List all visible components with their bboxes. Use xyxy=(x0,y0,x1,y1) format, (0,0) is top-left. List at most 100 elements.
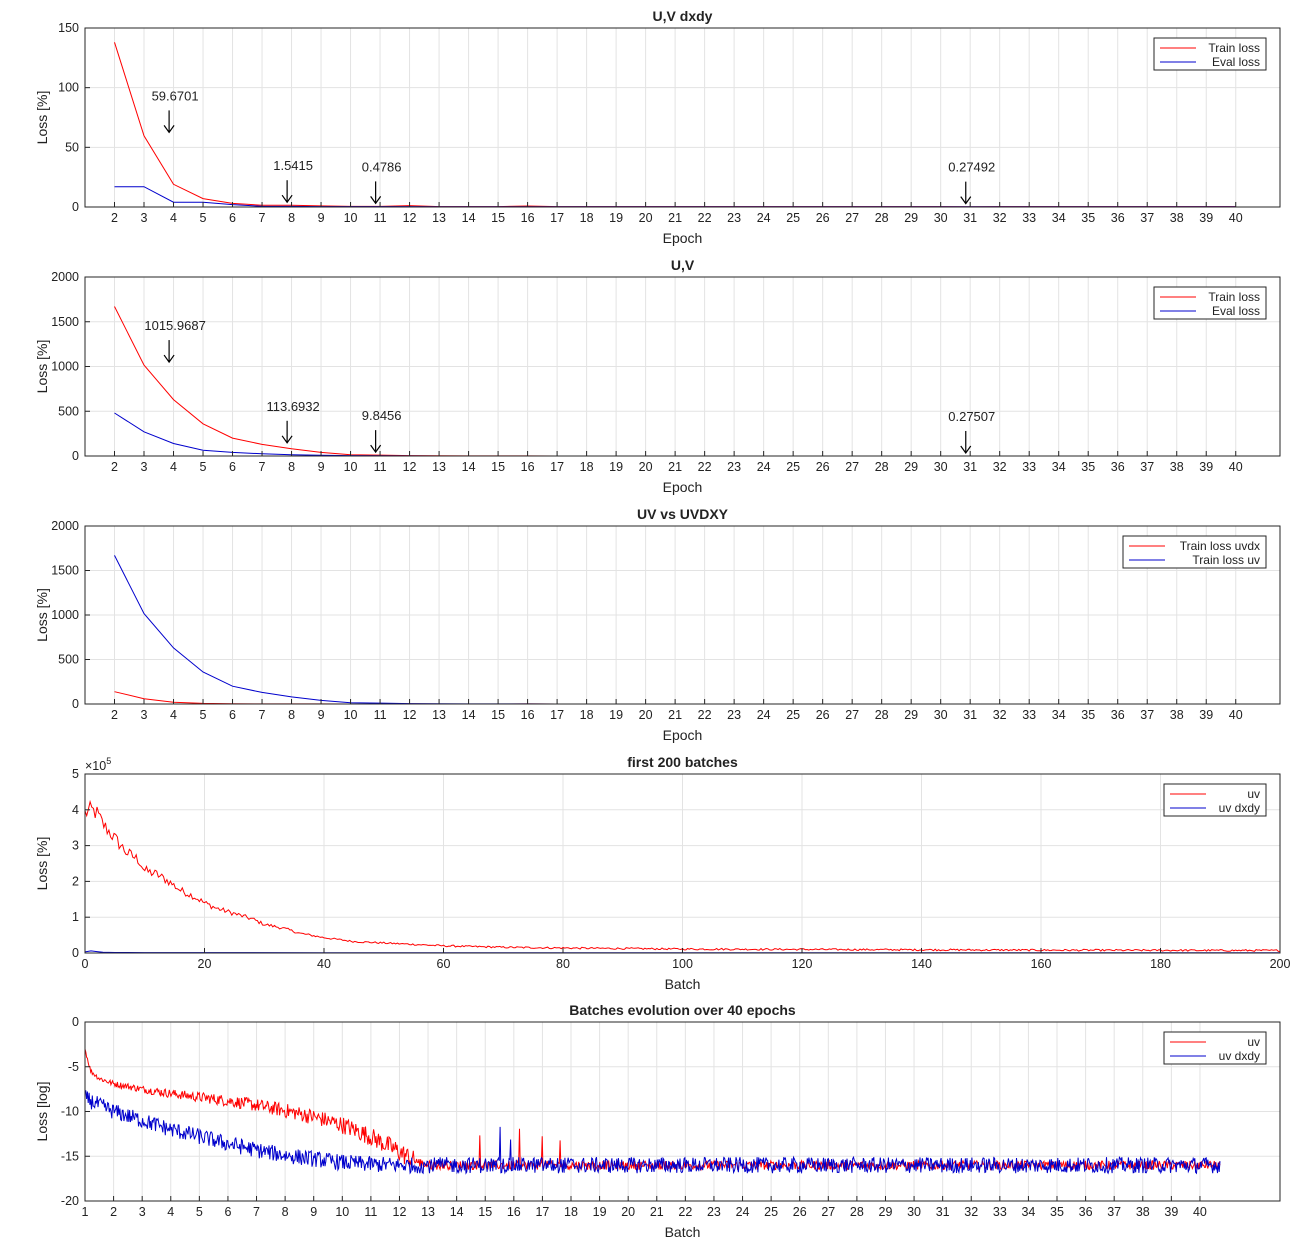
x-tick-label: 3 xyxy=(139,1205,146,1219)
annotation-arrowhead xyxy=(163,125,175,134)
x-tick-label: 14 xyxy=(462,708,476,722)
x-tick-label: 30 xyxy=(934,460,948,474)
x-tick-label: 15 xyxy=(491,460,505,474)
y-tick-label: 1500 xyxy=(51,315,79,329)
x-tick-label: 11 xyxy=(374,708,387,722)
x-tick-label: 10 xyxy=(344,708,358,722)
x-tick-label: 38 xyxy=(1170,211,1184,225)
x-tick-label: 38 xyxy=(1170,460,1184,474)
legend-entry: uv xyxy=(1247,787,1260,801)
annotation-arrowhead xyxy=(163,354,175,364)
x-tick-label: 3 xyxy=(141,460,148,474)
x-tick-label: 33 xyxy=(1022,460,1036,474)
x-tick-label: 19 xyxy=(593,1205,607,1219)
x-tick-label: 37 xyxy=(1140,460,1154,474)
x-tick-label: 5 xyxy=(200,211,207,225)
legend-box xyxy=(1163,783,1267,817)
annotation-label: 1015.9687 xyxy=(144,318,205,333)
y-tick-label: 50 xyxy=(65,140,79,154)
x-tick-label: 15 xyxy=(491,211,505,225)
x-tick-label: 22 xyxy=(698,460,712,474)
x-tick-label: 24 xyxy=(757,460,771,474)
x-tick-label: 17 xyxy=(550,708,564,722)
x-tick-label: 2 xyxy=(111,708,118,722)
annotation-label: 0.27492 xyxy=(948,160,995,175)
legend-entry: Train loss xyxy=(1208,41,1260,55)
annotation-arrowhead xyxy=(960,445,972,455)
x-tick-label: 80 xyxy=(556,957,570,971)
annotation-label: 9.8456 xyxy=(362,408,402,423)
x-tick-label: 11 xyxy=(374,460,387,474)
y-axis-label: Loss [%] xyxy=(34,91,50,145)
y-tick-label: 2000 xyxy=(51,270,79,284)
x-tick-label: 3 xyxy=(141,708,148,722)
x-tick-label: 33 xyxy=(1022,708,1036,722)
x-tick-label: 31 xyxy=(963,460,977,474)
x-tick-label: 1 xyxy=(82,1205,89,1219)
x-tick-label: 9 xyxy=(318,460,325,474)
x-tick-label: 25 xyxy=(764,1205,778,1219)
x-tick-label: 32 xyxy=(964,1205,978,1219)
x-tick-label: 16 xyxy=(507,1205,521,1219)
x-tick-label: 30 xyxy=(934,211,948,225)
x-tick-label: 11 xyxy=(374,211,387,225)
x-tick-label: 4 xyxy=(167,1205,174,1219)
y-tick-label: 100 xyxy=(58,81,79,95)
x-tick-label: 12 xyxy=(393,1205,407,1219)
x-tick-label: 35 xyxy=(1081,211,1095,225)
y-tick-label: 500 xyxy=(58,404,79,418)
x-tick-label: 16 xyxy=(521,708,535,722)
x-tick-label: 18 xyxy=(564,1205,578,1219)
y-tick-label: 2000 xyxy=(51,519,79,533)
x-tick-label: 8 xyxy=(288,460,295,474)
x-tick-label: 17 xyxy=(535,1205,549,1219)
x-tick-label: 27 xyxy=(845,708,859,722)
chart-title: U,V dxdy xyxy=(653,8,713,24)
x-tick-label: 29 xyxy=(904,211,918,225)
x-tick-label: 22 xyxy=(698,211,712,225)
legend-box xyxy=(1122,535,1267,569)
legend-entry: uv dxdy xyxy=(1219,801,1260,815)
x-tick-label: 12 xyxy=(403,460,417,474)
x-tick-label: 3 xyxy=(141,211,148,225)
x-tick-label: 17 xyxy=(550,211,564,225)
x-tick-label: 20 xyxy=(621,1205,635,1219)
x-tick-label: 22 xyxy=(698,708,712,722)
x-tick-label: 39 xyxy=(1199,460,1213,474)
x-tick-label: 33 xyxy=(1022,211,1036,225)
x-tick-label: 23 xyxy=(727,460,741,474)
x-tick-label: 27 xyxy=(845,460,859,474)
y-tick-label: 0 xyxy=(72,946,79,960)
x-tick-label: 34 xyxy=(1052,708,1066,722)
chart-title: Batches evolution over 40 epochs xyxy=(569,1002,796,1018)
y-tick-label: 1500 xyxy=(51,564,79,578)
x-tick-label: 36 xyxy=(1111,460,1125,474)
x-axis-label: Epoch xyxy=(663,479,703,495)
x-tick-label: 14 xyxy=(462,211,476,225)
legend-entry: uv dxdy xyxy=(1219,1049,1260,1063)
x-tick-label: 6 xyxy=(229,211,236,225)
x-tick-label: 12 xyxy=(403,211,417,225)
x-tick-label: 39 xyxy=(1164,1205,1178,1219)
x-tick-label: 22 xyxy=(678,1205,692,1219)
legend-box xyxy=(1163,1031,1267,1065)
x-tick-label: 8 xyxy=(288,708,295,722)
legend-entry: Eval loss xyxy=(1212,304,1260,318)
chart-5: 1 2 3 4 5 6 7 8 9 10 11 12 13 14 15 16 17 18 19 20 21 22 23 24 2… xyxy=(34,1002,1281,1240)
x-tick-label: 31 xyxy=(963,708,977,722)
x-tick-label: 6 xyxy=(229,708,236,722)
x-tick-label: 29 xyxy=(879,1205,893,1219)
x-tick-label: 33 xyxy=(993,1205,1007,1219)
y-axis-label: Loss [%] xyxy=(34,837,50,891)
annotation-arrowhead xyxy=(281,194,293,204)
x-tick-label: 24 xyxy=(736,1205,750,1219)
x-tick-label: 20 xyxy=(198,957,212,971)
x-tick-label: 17 xyxy=(550,460,564,474)
x-tick-label: 18 xyxy=(580,708,594,722)
x-tick-label: 26 xyxy=(793,1205,807,1219)
x-axis-label: Batch xyxy=(665,976,701,992)
x-tick-label: 60 xyxy=(437,957,451,971)
x-tick-label: 36 xyxy=(1079,1205,1093,1219)
